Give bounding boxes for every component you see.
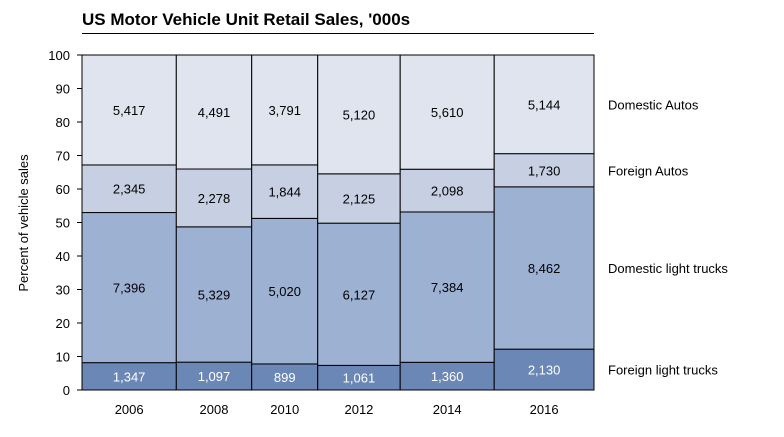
bar-2006-domestic-autos bbox=[81, 54, 177, 166]
bar-2016-domestic-autos bbox=[493, 54, 595, 155]
legend-foreign-autos: Foreign Autos bbox=[608, 163, 689, 178]
data-label-2008-domestic-light-trucks: 5,329 bbox=[198, 288, 231, 303]
bar-2014-domestic-light-trucks bbox=[399, 211, 495, 363]
bar-2010-domestic-autos bbox=[251, 54, 319, 166]
data-label-2010-domestic-autos: 3,791 bbox=[268, 103, 301, 118]
data-label-2010-domestic-light-trucks: 5,020 bbox=[268, 284, 301, 299]
y-tick-30: 30 bbox=[56, 283, 70, 298]
y-tick-0: 0 bbox=[63, 383, 70, 398]
y-tick-70: 70 bbox=[56, 149, 70, 164]
x-tick-2008: 2008 bbox=[200, 402, 229, 417]
y-tick-60: 60 bbox=[56, 182, 70, 197]
y-tick-20: 20 bbox=[56, 316, 70, 331]
legend-domestic-autos: Domestic Autos bbox=[608, 97, 699, 112]
y-tick-80: 80 bbox=[56, 115, 70, 130]
data-label-2006-foreign-light-trucks: 1,347 bbox=[113, 369, 146, 384]
data-label-2006-domestic-light-trucks: 7,396 bbox=[113, 281, 146, 296]
data-label-2012-foreign-light-trucks: 1,061 bbox=[343, 371, 376, 386]
y-tick-90: 90 bbox=[56, 82, 70, 97]
bar-2008-domestic-light-trucks bbox=[175, 226, 253, 363]
axes: 2006 2008 2010 2012 2014 2016 0 10 20 30 40 50 60 70 8… bbox=[48, 48, 594, 417]
x-tick-2014: 2014 bbox=[433, 402, 462, 417]
data-label-2008-domestic-autos: 4,491 bbox=[198, 105, 231, 120]
y-tick-50: 50 bbox=[56, 216, 70, 231]
data-label-2014-domestic-autos: 5,610 bbox=[431, 105, 464, 120]
data-label-2014-foreign-light-trucks: 1,360 bbox=[431, 369, 464, 384]
bar-2012-domestic-light-trucks bbox=[317, 222, 401, 366]
data-label-2016-domestic-light-trucks: 8,462 bbox=[528, 261, 561, 276]
bar-2010-foreign-autos bbox=[251, 164, 319, 219]
data-label-2010-foreign-autos: 1,844 bbox=[268, 185, 301, 200]
y-tick-40: 40 bbox=[56, 249, 70, 264]
data-label-2008-foreign-autos: 2,278 bbox=[198, 191, 231, 206]
bar-2016-domestic-light-trucks bbox=[493, 186, 595, 350]
data-label-2016-domestic-autos: 5,144 bbox=[528, 97, 561, 112]
data-label-2010-foreign-light-trucks: 899 bbox=[274, 370, 296, 385]
data-label-2006-foreign-autos: 2,345 bbox=[113, 182, 146, 197]
bars bbox=[81, 54, 595, 391]
y-tick-10: 10 bbox=[56, 350, 70, 365]
chart-title: US Motor Vehicle Unit Retail Sales, '000… bbox=[82, 10, 411, 29]
legend-foreign-light-trucks: Foreign light trucks bbox=[608, 363, 718, 378]
bar-2016-foreign-light-trucks bbox=[493, 348, 595, 391]
data-label-2016-foreign-autos: 1,730 bbox=[528, 163, 561, 178]
bar-2012-domestic-autos bbox=[317, 54, 401, 175]
legend-domestic-light-trucks: Domestic light trucks bbox=[608, 261, 728, 276]
data-label-2016-foreign-light-trucks: 2,130 bbox=[528, 363, 561, 378]
data-label-2012-foreign-autos: 2,125 bbox=[343, 192, 376, 207]
bar-2014-foreign-light-trucks bbox=[399, 361, 495, 391]
data-label-2012-domestic-light-trucks: 6,127 bbox=[343, 287, 376, 302]
y-axis-label: Percent of vehicle sales bbox=[16, 154, 31, 292]
data-label-2014-foreign-autos: 2,098 bbox=[431, 184, 464, 199]
data-label-2012-domestic-autos: 5,120 bbox=[343, 107, 376, 122]
bar-2008-domestic-autos bbox=[175, 54, 253, 170]
data-label-2006-domestic-autos: 5,417 bbox=[113, 103, 146, 118]
bar-2012-foreign-autos bbox=[317, 173, 401, 224]
bar-2014-domestic-autos bbox=[399, 54, 495, 170]
data-label-2014-domestic-light-trucks: 7,384 bbox=[431, 280, 464, 295]
y-tick-100: 100 bbox=[48, 48, 70, 63]
x-tick-2016: 2016 bbox=[530, 402, 559, 417]
x-tick-2012: 2012 bbox=[344, 402, 373, 417]
bar-2008-foreign-autos bbox=[175, 168, 253, 228]
title-rule bbox=[82, 33, 594, 34]
segment-labels: 1,347 7,396 2,345 5,417 1,097 5,329 2,278 4,491… bbox=[113, 97, 560, 385]
legend: Foreign light trucks Domestic light truck… bbox=[608, 97, 728, 377]
x-tick-2006: 2006 bbox=[115, 402, 144, 417]
x-tick-2010: 2010 bbox=[270, 402, 299, 417]
bar-2016-foreign-autos bbox=[493, 153, 595, 188]
data-label-2008-foreign-light-trucks: 1,097 bbox=[198, 369, 231, 384]
